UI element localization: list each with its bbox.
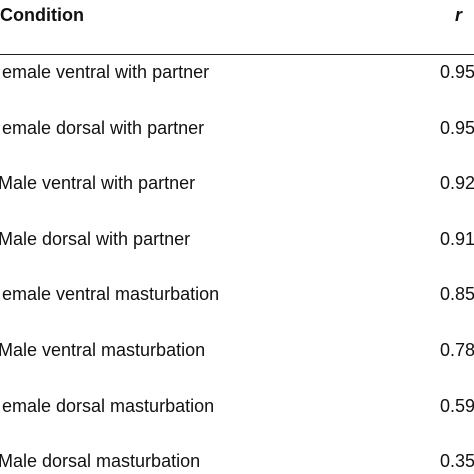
header-cell: Condition	[0, 5, 84, 25]
r-cell: 0.92	[440, 173, 474, 194]
header-rule	[0, 54, 474, 55]
r-cell: 0.78	[440, 340, 474, 360]
r-cell: 0.85	[440, 284, 474, 305]
condition-cell: emale ventral with partner	[2, 62, 210, 82]
condition-cell: emale ventral masturbation	[2, 284, 220, 305]
r-cell: 0.95	[440, 117, 474, 138]
r-cell: 0.59	[440, 395, 474, 416]
condition-cell: emale dorsal with partner	[2, 117, 205, 138]
r-cell: 0.91	[440, 228, 474, 249]
condition-cell: Male ventral masturbation	[0, 340, 206, 360]
r-cell: 0.95	[440, 62, 474, 82]
condition-cell: Male dorsal masturbation	[0, 451, 201, 472]
condition-cell: emale dorsal masturbation	[2, 395, 215, 416]
condition-cell: Male dorsal with partner	[0, 228, 191, 249]
condition-cell: Male ventral with partner	[0, 173, 196, 194]
r-cell: 0.35	[440, 451, 474, 472]
header-cell: r	[455, 5, 463, 25]
